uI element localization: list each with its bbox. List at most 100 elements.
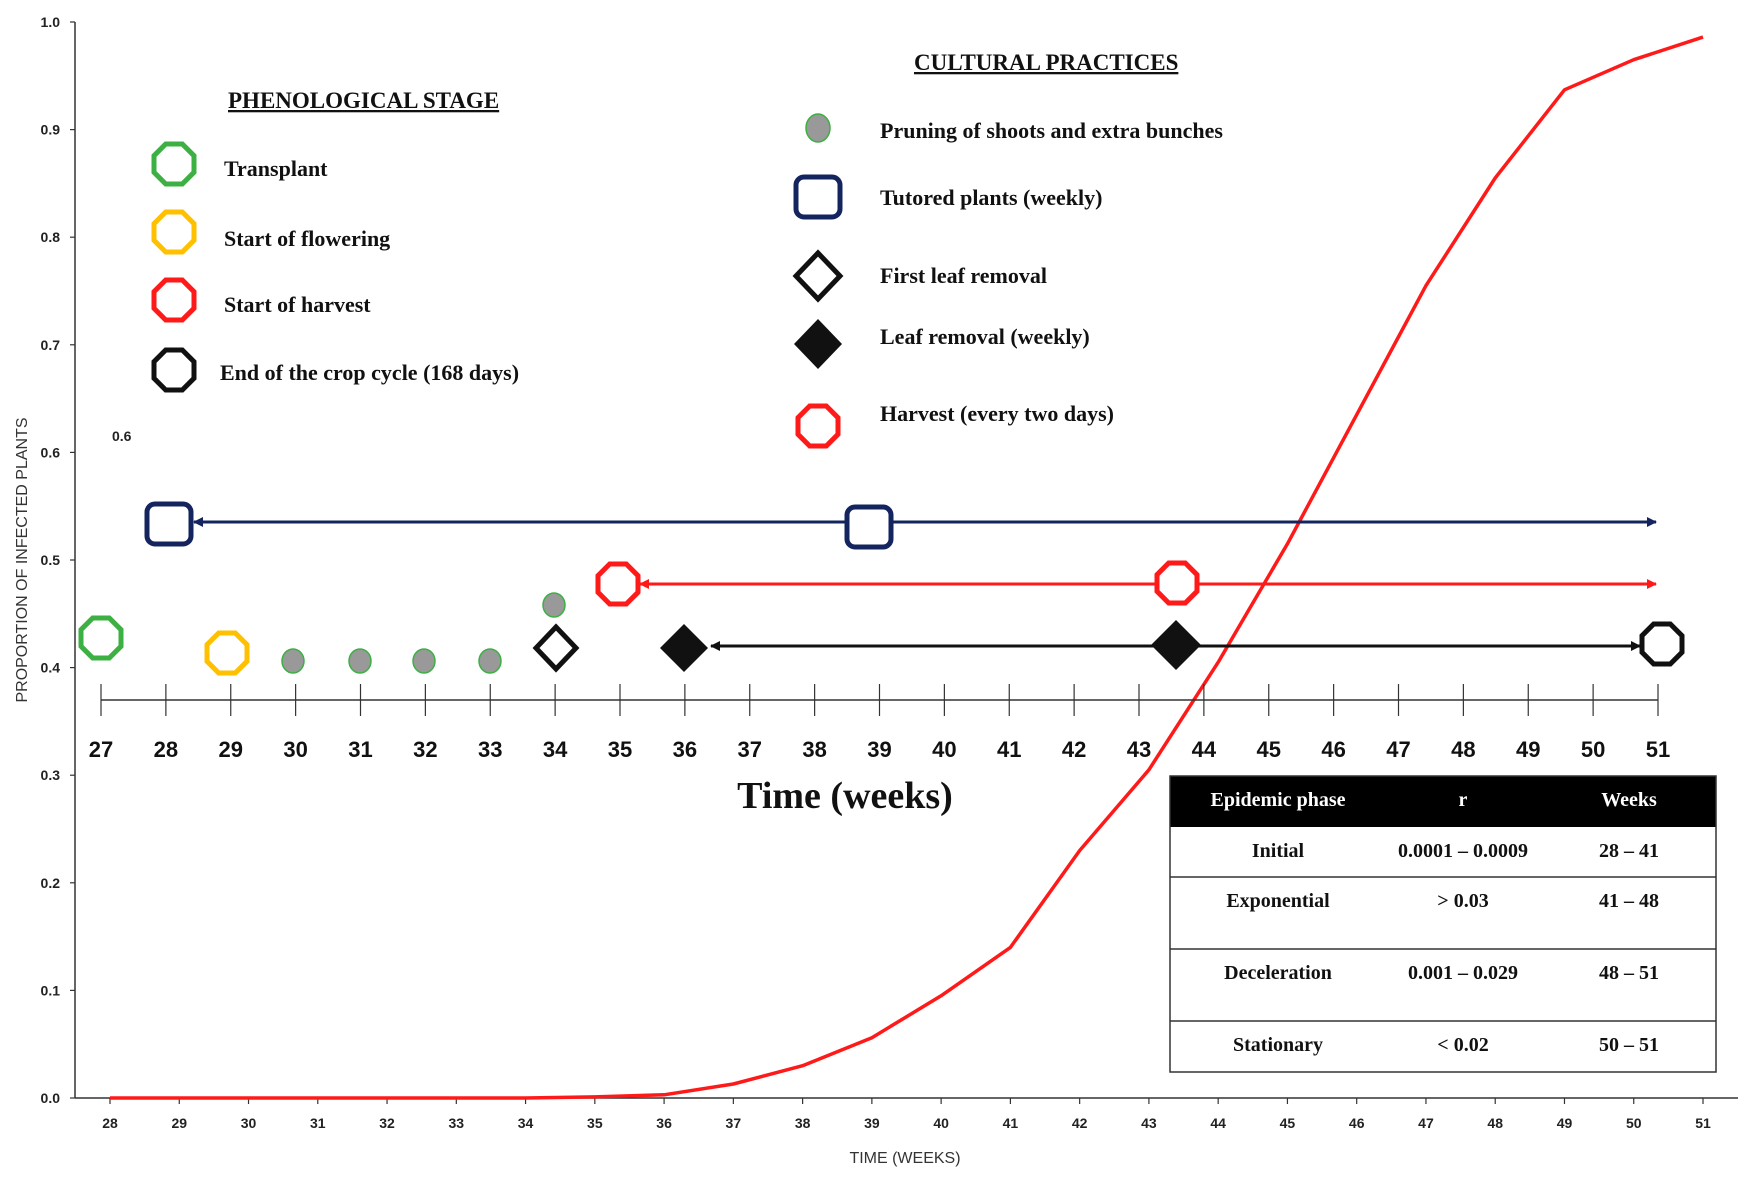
tutoring-mid-marker bbox=[844, 504, 894, 550]
table-cell: < 0.02 bbox=[1437, 1034, 1488, 1056]
open-diamond-icon bbox=[792, 249, 844, 303]
x-tick-label: 29 bbox=[171, 1115, 187, 1131]
curve-layer bbox=[110, 35, 1704, 1100]
stray-label: 0.6 bbox=[112, 428, 132, 444]
x-tick-label: 34 bbox=[518, 1115, 534, 1131]
navy-square-icon bbox=[793, 174, 843, 220]
x-tick-label: 39 bbox=[864, 1115, 880, 1131]
y-tick-label: 0.9 bbox=[41, 122, 61, 138]
timeline-week-label: 40 bbox=[932, 737, 956, 762]
timeline-week-label: 30 bbox=[283, 737, 307, 762]
timeline-week-label: 35 bbox=[608, 737, 632, 762]
timeline-week-label: 49 bbox=[1516, 737, 1540, 762]
gray-dot-icon bbox=[805, 113, 831, 143]
phenological-legend: PHENOLOGICAL STAGE Transplant Start of f… bbox=[151, 88, 519, 393]
table-header-phase: Epidemic phase bbox=[1210, 789, 1345, 811]
y-tick-label: 0.5 bbox=[41, 552, 61, 568]
x-tick-label: 35 bbox=[587, 1115, 603, 1131]
timeline-week-label: 33 bbox=[478, 737, 502, 762]
legend-tutored-plants: Tutored plants (weekly) bbox=[880, 185, 1102, 210]
timeline-week-label: 47 bbox=[1386, 737, 1410, 762]
timeline-week-label: 51 bbox=[1646, 737, 1670, 762]
pruning-marker bbox=[478, 648, 502, 674]
pruning-marker bbox=[281, 648, 305, 674]
y-tick-label: 1.0 bbox=[41, 14, 61, 30]
table-header-weeks: Weeks bbox=[1601, 789, 1657, 811]
timeline-week-label: 43 bbox=[1127, 737, 1151, 762]
legend-leaf-removal-weekly: Leaf removal (weekly) bbox=[880, 324, 1090, 349]
y-tick-label: 0.1 bbox=[41, 982, 61, 998]
timeline-week-label: 29 bbox=[219, 737, 243, 762]
cultural-heading: CULTURAL PRACTICES bbox=[914, 50, 1178, 75]
timeline-week-label: 34 bbox=[543, 737, 568, 762]
timeline-week-label: 27 bbox=[89, 737, 113, 762]
legend-end-of-crop-cycle: End of the crop cycle (168 days) bbox=[220, 360, 519, 385]
legend-start-of-flowering: Start of flowering bbox=[224, 226, 390, 251]
timeline-ticks: 27 28 29 30 31 32 33 34 35 36 37 38 39 40 41 42 43 44 45 46… bbox=[89, 684, 1670, 762]
green-octagon-icon bbox=[151, 141, 197, 187]
timeline-week-label: 46 bbox=[1321, 737, 1345, 762]
legend-first-leaf-removal: First leaf removal bbox=[880, 263, 1047, 288]
end-of-cycle-marker bbox=[1639, 621, 1685, 667]
timeline-week-label: 45 bbox=[1257, 737, 1281, 762]
y-tick-label: 0.0 bbox=[41, 1090, 61, 1106]
x-tick-label: 36 bbox=[656, 1115, 672, 1131]
black-octagon-icon bbox=[151, 347, 197, 393]
x-ticks: 28 29 30 31 32 33 34 35 36 37 38 39 40 41 42 43 44 45 46 47… bbox=[102, 1098, 1711, 1131]
harvest-start-marker bbox=[595, 561, 641, 607]
table-cell: 50 – 51 bbox=[1599, 1034, 1659, 1056]
x-tick-label: 40 bbox=[933, 1115, 949, 1131]
tutoring-start-marker bbox=[144, 501, 194, 547]
x-tick-label: 37 bbox=[726, 1115, 742, 1131]
table-header-bg bbox=[1170, 776, 1716, 827]
table-header-r: r bbox=[1459, 789, 1468, 811]
x-tick-label: 32 bbox=[379, 1115, 395, 1131]
x-tick-label: 49 bbox=[1557, 1115, 1573, 1131]
table-cell: > 0.03 bbox=[1437, 890, 1488, 912]
legend-harvest: Harvest (every two days) bbox=[880, 401, 1114, 426]
timeline-week-label: 37 bbox=[738, 737, 762, 762]
phenological-heading: PHENOLOGICAL STAGE bbox=[228, 88, 499, 113]
x-tick-label: 41 bbox=[1003, 1115, 1019, 1131]
timeline-week-label: 39 bbox=[867, 737, 891, 762]
leaf-removal-mid-marker bbox=[1151, 620, 1201, 670]
timeline-week-label: 48 bbox=[1451, 737, 1475, 762]
timeline-week-label: 38 bbox=[802, 737, 826, 762]
y-ticks: 0.0 0.1 0.2 0.3 0.4 0.5 0.6 0.7 0.8 0.9 1.0 bbox=[41, 14, 75, 1106]
timeline-week-label: 31 bbox=[348, 737, 372, 762]
x-tick-label: 38 bbox=[795, 1115, 811, 1131]
x-tick-label: 45 bbox=[1280, 1115, 1296, 1131]
table-cell: 41 – 48 bbox=[1599, 890, 1659, 912]
x-tick-label: 50 bbox=[1626, 1115, 1642, 1131]
x-tick-label: 28 bbox=[102, 1115, 118, 1131]
harvest-mid-marker bbox=[1154, 560, 1200, 606]
table-cell: 0.001 – 0.029 bbox=[1408, 962, 1518, 984]
x-axis-title: TIME (WEEKS) bbox=[849, 1150, 960, 1167]
y-tick-label: 0.4 bbox=[41, 660, 61, 676]
timeline-week-label: 36 bbox=[673, 737, 697, 762]
legend-pruning: Pruning of shoots and extra bunches bbox=[880, 118, 1223, 143]
timeline-week-label: 42 bbox=[1062, 737, 1086, 762]
timeline-week-label: 50 bbox=[1581, 737, 1605, 762]
red-octagon-icon bbox=[151, 277, 197, 323]
first-leaf-removal-marker bbox=[532, 623, 580, 673]
table-border bbox=[1169, 775, 1717, 1073]
timeline-week-label: 44 bbox=[1192, 737, 1217, 762]
filled-diamond-icon bbox=[794, 319, 842, 369]
table-cell: 48 – 51 bbox=[1599, 962, 1659, 984]
legend-start-of-harvest: Start of harvest bbox=[224, 292, 371, 317]
timeline-week-label: 41 bbox=[997, 737, 1021, 762]
cultural-practices-legend: CULTURAL PRACTICES Pruning of shoots and… bbox=[792, 50, 1223, 449]
x-tick-label: 31 bbox=[310, 1115, 326, 1131]
epidemic-phase-table: Epidemic phase r Weeks Initial 0.0001 – … bbox=[1169, 775, 1717, 1073]
x-tick-label: 33 bbox=[449, 1115, 465, 1131]
y-tick-label: 0.3 bbox=[41, 767, 61, 783]
timeline: 27 28 29 30 31 32 33 34 35 36 37 38 39 40 41 42 43 44 45 46… bbox=[78, 501, 1685, 817]
flowering-marker bbox=[204, 630, 250, 676]
y-tick-label: 0.7 bbox=[41, 337, 61, 353]
table-cell: Stationary bbox=[1233, 1034, 1323, 1056]
table-cell: 0.0001 – 0.0009 bbox=[1398, 840, 1528, 862]
x-tick-label: 51 bbox=[1695, 1115, 1711, 1131]
legend-transplant: Transplant bbox=[224, 156, 328, 181]
